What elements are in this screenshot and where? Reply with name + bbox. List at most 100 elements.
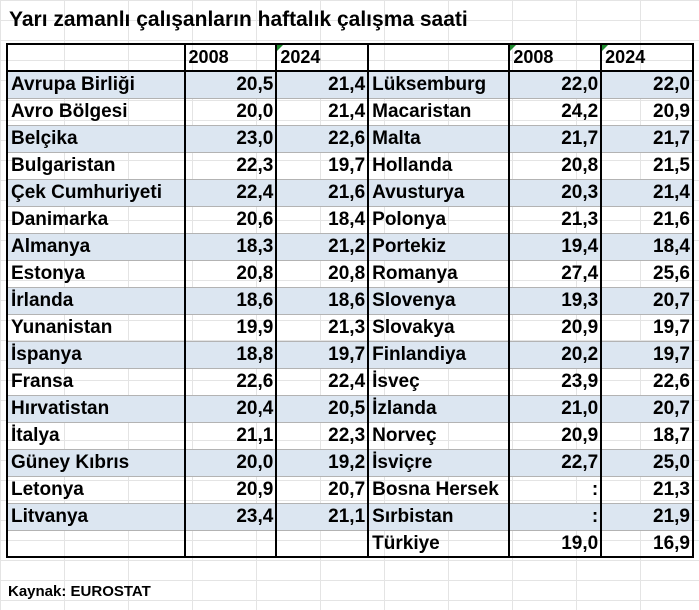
value-2008-right: 19,4 (508, 232, 603, 261)
value-2008-left: 21,1 (183, 421, 278, 450)
value-2008-right: 20,3 (508, 178, 603, 207)
country-cell-left: Güney Kıbrıs (6, 448, 186, 477)
value-2008-left: 22,3 (183, 151, 278, 180)
table-row: Yunanistan 19,9 21,3 Slovakya 20,9 19,7 (6, 313, 694, 342)
header-2008-right: 2008 (508, 43, 603, 72)
value-2024-left: 22,4 (275, 367, 370, 396)
table-row: Fransa 22,6 22,4 İsveç 23,9 22,6 (6, 367, 694, 396)
country-cell-right: Polonya (367, 205, 511, 234)
value-2008-right: 21,0 (508, 394, 603, 423)
table-row: Çek Cumhuriyeti 22,4 21,6 Avusturya 20,3 21,4 (6, 178, 694, 207)
country-cell-right: İsveç (367, 367, 511, 396)
value-2024-left: 18,4 (275, 205, 370, 234)
country-cell-left: Çek Cumhuriyeti (6, 178, 186, 207)
table-row: Hırvatistan 20,4 20,5 İzlanda 21,0 20,7 (6, 394, 694, 423)
table-row: Letonya 20,9 20,7 Bosna Hersek:21,3 (6, 475, 694, 504)
country-cell-left: İspanya (6, 340, 186, 369)
value-2024-right: 20,7 (600, 286, 694, 315)
value-2008-right: 20,8 (508, 151, 603, 180)
country-cell-left: İtalya (6, 421, 186, 450)
value-2024-right: 19,7 (600, 313, 694, 342)
value-2024-left: 21,4 (275, 70, 370, 99)
value-2008-left: 18,8 (183, 340, 278, 369)
country-cell-left: Hırvatistan (6, 394, 186, 423)
value-2024-right: 20,7 (600, 394, 694, 423)
value-2008-right: 20,2 (508, 340, 603, 369)
value-2024-right: 22,0 (600, 70, 694, 99)
value-2008-left: 20,0 (183, 448, 278, 477)
value-2008-left: 20,8 (183, 259, 278, 288)
value-2008-right: 27,4 (508, 259, 603, 288)
value-2024-left: 19,7 (275, 340, 370, 369)
value-2024-right: 21,9 (600, 502, 694, 531)
table-row: Belçika 23,0 22,6 Malta 21,7 21,7 (6, 124, 694, 153)
country-cell-left: Almanya (6, 232, 186, 261)
value-2008-right: 23,9 (508, 367, 603, 396)
country-cell-right: Portekiz (367, 232, 511, 261)
header-row: 2008 2024 2008 2024 (6, 43, 694, 72)
header-2024-right: 2024 (600, 43, 694, 72)
country-cell-right: Bosna Hersek (367, 475, 511, 504)
value-2008-right: 22,0 (508, 70, 603, 99)
value-2008-left: 22,6 (183, 367, 278, 396)
country-cell-right: Lüksemburg (367, 70, 511, 99)
working-hours-table: 2008 2024 2008 2024 Avrupa Birliği 20,5 21… (6, 43, 694, 558)
header-country-left (6, 43, 186, 72)
value-2024-left: 19,2 (275, 448, 370, 477)
table-row: Türkiye 19,0 16,9 (6, 529, 694, 558)
value-2008-right: : (508, 502, 603, 531)
table-row: İrlanda 18,6 18,6 Slovenya 19,3 20,7 (6, 286, 694, 315)
value-2008-left: 20,9 (183, 475, 278, 504)
value-2008-left: 20,0 (183, 97, 278, 126)
value-2024-left: 22,3 (275, 421, 370, 450)
value-2008-left: 22,4 (183, 178, 278, 207)
country-cell-left: Estonya (6, 259, 186, 288)
country-cell-right: Finlandiya (367, 340, 511, 369)
table-title: Yarı zamanlı çalışanların haftalık çalış… (9, 8, 468, 31)
value-2008-right: 21,7 (508, 124, 603, 153)
value-2008-right: 24,2 (508, 97, 603, 126)
value-2024-left: 21,2 (275, 232, 370, 261)
value-2008-left: 19,9 (183, 313, 278, 342)
country-cell-right: Malta (367, 124, 511, 153)
value-2024-left: 19,7 (275, 151, 370, 180)
table-row: Avro Bölgesi 20,0 21,4 Macaristan 24,2 20,9 (6, 97, 694, 126)
country-cell-left: Yunanistan (6, 313, 186, 342)
value-2024-left: 21,4 (275, 97, 370, 126)
value-2008-left: 23,0 (183, 124, 278, 153)
value-2024-left (275, 529, 370, 558)
value-2008-right: 19,0 (508, 529, 603, 558)
value-2008-left: 20,5 (183, 70, 278, 99)
country-cell-left: Fransa (6, 367, 186, 396)
country-cell-right: İzlanda (367, 394, 511, 423)
table-row: Danimarka 20,6 18,4 Polonya 21,3 21,6 (6, 205, 694, 234)
value-2008-right: 22,7 (508, 448, 603, 477)
value-2008-right: 20,9 (508, 313, 603, 342)
value-2024-left: 20,5 (275, 394, 370, 423)
source-note: Kaynak: EUROSTAT (8, 583, 151, 600)
value-2008-right: : (508, 475, 603, 504)
value-2024-right: 21,5 (600, 151, 694, 180)
value-2024-left: 22,6 (275, 124, 370, 153)
country-cell-left (6, 529, 186, 558)
value-2008-left: 18,6 (183, 286, 278, 315)
country-cell-left: Avro Bölgesi (6, 97, 186, 126)
value-2024-right: 16,9 (600, 529, 694, 558)
country-cell-left: Belçika (6, 124, 186, 153)
value-2024-right: 21,4 (600, 178, 694, 207)
value-2024-right: 21,3 (600, 475, 694, 504)
country-cell-right: İsviçre (367, 448, 511, 477)
table-row: Estonya 20,8 20,8 Romanya 27,4 25,6 (6, 259, 694, 288)
table-row: Bulgaristan 22,3 19,7 Hollanda 20,8 21,5 (6, 151, 694, 180)
value-2024-right: 21,6 (600, 205, 694, 234)
country-cell-right: Hollanda (367, 151, 511, 180)
value-2024-right: 25,6 (600, 259, 694, 288)
country-cell-left: Bulgaristan (6, 151, 186, 180)
value-2024-left: 20,8 (275, 259, 370, 288)
value-2024-right: 20,9 (600, 97, 694, 126)
country-cell-left: Avrupa Birliği (6, 70, 186, 99)
value-2024-right: 18,4 (600, 232, 694, 261)
value-2008-right: 20,9 (508, 421, 603, 450)
country-cell-right: Türkiye (367, 529, 511, 558)
value-2024-left: 21,6 (275, 178, 370, 207)
